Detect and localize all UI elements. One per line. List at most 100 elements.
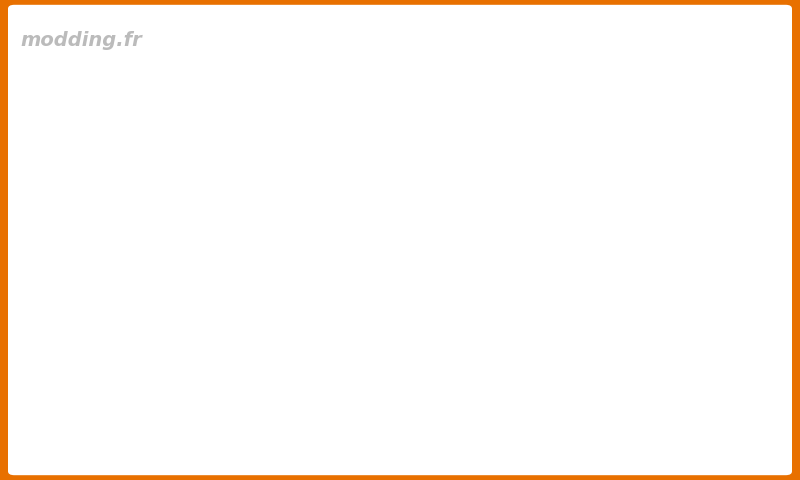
Bar [388,222,400,275]
Text: 19,3: 19,3 [302,380,330,390]
Bar [92,441,780,463]
Bar [127,238,139,275]
Bar [92,307,780,330]
Y-axis label: Degrés: Degrés [42,120,62,198]
Text: 13,1: 13,1 [302,291,330,301]
Bar [460,233,472,275]
Title: Température OCCT + Demo Fire Strike: Température OCCT + Demo Fire Strike [226,19,646,39]
Text: Bitfenix Neos: Bitfenix Neos [114,358,195,368]
Text: 10,8: 10,8 [466,425,494,435]
Bar [597,90,609,275]
Bar [697,220,709,275]
Bar [745,271,757,275]
Text: 53,1: 53,1 [562,358,590,368]
Bar [585,91,597,275]
Bar [96,424,107,436]
Text: 45,2: 45,2 [384,403,412,412]
Text: 47,7: 47,7 [562,403,590,412]
Text: 46,05: 46,05 [380,425,416,435]
Bar [709,258,721,275]
Text: Lian Li PC-V359: Lian Li PC-V359 [114,403,208,412]
Text: Silencio 652S: Silencio 652S [114,447,195,457]
Bar [436,212,448,275]
Text: 45,6: 45,6 [384,291,412,301]
Bar [673,259,685,275]
Text: 4,3: 4,3 [660,380,680,390]
Bar [721,249,733,275]
Text: 5,7: 5,7 [660,336,680,346]
Bar [96,446,107,458]
Bar [163,200,175,275]
Bar [92,396,780,419]
Bar [151,206,163,275]
Text: 6,7: 6,7 [660,403,680,412]
Text: 47,8: 47,8 [561,425,590,435]
Text: 13,6: 13,6 [466,291,495,301]
Bar [96,401,107,414]
Text: 12,7: 12,7 [466,403,494,412]
Bar [175,235,187,275]
Text: Nineteen Hundred: Nineteen Hundred [114,291,226,301]
Bar [92,374,780,396]
Text: CM 690 III: CM 690 III [114,425,174,435]
Bar [311,100,323,275]
Text: NZXT Phantom 240: NZXT Phantom 240 [114,380,231,390]
Text: 46,25: 46,25 [380,447,416,457]
Text: 18,7: 18,7 [466,336,494,346]
Bar [92,330,780,352]
Bar [472,221,484,275]
Bar [685,253,697,275]
Text: 47,1: 47,1 [384,358,412,368]
Bar [263,103,275,275]
Text: 1: 1 [666,447,674,457]
Text: 5,8: 5,8 [660,425,680,435]
Text: 14,1: 14,1 [656,358,684,368]
Text: 19,2: 19,2 [302,336,330,346]
Text: modding.fr: modding.fr [20,31,142,50]
Bar [139,201,151,275]
Bar [92,419,780,441]
Bar [251,99,263,275]
Bar [299,79,311,275]
Text: 17,8: 17,8 [302,358,330,368]
Bar [335,96,347,275]
Bar [525,91,537,275]
Bar [573,77,585,275]
Text: 50,8: 50,8 [384,380,412,390]
Text: Bitfenix Ghost: Bitfenix Ghost [114,336,200,346]
Text: 16,2: 16,2 [466,313,494,324]
Text: 4,2: 4,2 [660,313,680,324]
Text: 1,6: 1,6 [660,291,680,301]
Bar [199,229,211,275]
Bar [661,269,673,275]
Bar [275,81,287,275]
Bar [96,290,107,302]
Bar [561,70,573,275]
Text: 14: 14 [473,447,489,457]
Text: 50,2: 50,2 [384,336,412,346]
Text: 10,2: 10,2 [302,403,330,412]
Text: 11,9: 11,9 [302,447,330,457]
Bar [287,93,299,275]
Bar [400,212,412,275]
Text: 44,45: 44,45 [380,313,416,324]
Bar [96,312,107,324]
Text: 9,6: 9,6 [306,313,326,324]
Bar [96,335,107,347]
Bar [115,224,127,275]
Text: 16,3: 16,3 [466,380,495,390]
Bar [733,252,745,275]
Text: 14,1: 14,1 [466,358,494,368]
Bar [323,97,335,275]
Text: 49: 49 [567,447,583,457]
Bar [537,77,549,275]
Text: 13,7: 13,7 [302,425,330,435]
Bar [412,203,424,275]
Bar [448,226,460,275]
Text: 47,6: 47,6 [561,291,590,301]
Text: 53,7: 53,7 [562,336,590,346]
Bar [96,357,107,369]
Bar [92,285,780,307]
Bar [424,220,436,275]
Bar [187,222,199,275]
